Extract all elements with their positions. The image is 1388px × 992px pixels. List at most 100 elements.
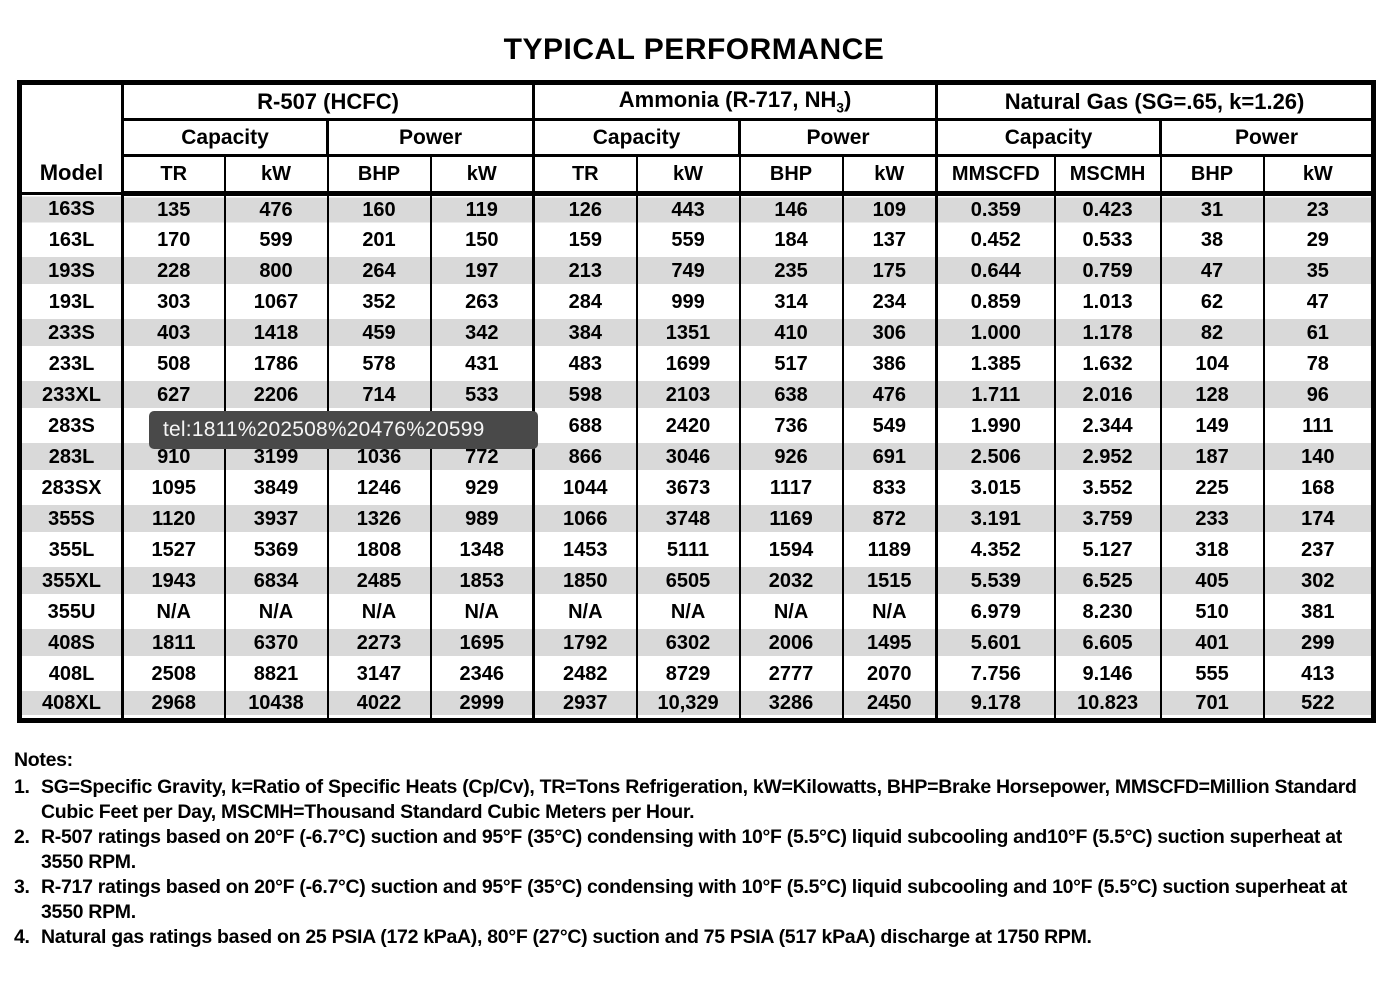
value-cell: 119 [429, 193, 534, 225]
table-row: 355U N/A N/A N/A N/A N/A N/A N/A N/A 6.979 8.230 51… [18, 596, 1374, 628]
value-cell: 800 [223, 255, 328, 287]
value-cell: 431 [429, 348, 534, 380]
subgroup-header-row: Capacity Power Capacity Power Capacity P… [20, 119, 1374, 157]
value-cell: 78 [1262, 348, 1374, 380]
value-cell: 2482 [532, 658, 637, 690]
value-cell: 1495 [841, 627, 937, 659]
model-cell: 355S [18, 503, 123, 535]
value-cell: 303 [121, 286, 225, 318]
value-cell: 0.423 [1053, 193, 1161, 225]
table-row: 193S 228 800 264 197 213 749 235 175 0.644 0.759 47… [18, 255, 1374, 287]
unit-header: BHP [326, 155, 431, 196]
value-cell: 833 [841, 472, 937, 504]
value-cell: 314 [738, 286, 843, 318]
value-cell: 1189 [841, 534, 937, 566]
unit-header: kW [841, 155, 937, 196]
value-cell: 1853 [429, 565, 534, 597]
value-cell: 2508 [121, 658, 225, 690]
value-cell: 149 [1159, 410, 1264, 442]
unit-header: BHP [738, 155, 843, 196]
group-header-r507: R-507 (HCFC) [120, 82, 534, 121]
value-cell: 197 [429, 255, 534, 287]
value-cell: N/A [429, 596, 534, 628]
value-cell: 5369 [223, 534, 328, 566]
value-cell: 168 [1262, 472, 1374, 504]
value-cell: 31 [1159, 193, 1264, 225]
value-cell: 459 [326, 317, 431, 349]
value-cell: 405 [1159, 565, 1264, 597]
value-cell: N/A [121, 596, 225, 628]
value-cell: 184 [738, 224, 843, 256]
value-cell: 2999 [429, 689, 534, 721]
table-row: 163S 135 476 160 119 126 443 146 109 0.359 0.423 31… [18, 193, 1374, 225]
value-cell: 0.452 [935, 224, 1055, 256]
value-cell: 104 [1159, 348, 1264, 380]
value-cell: 2.344 [1053, 410, 1161, 442]
value-cell: 29 [1262, 224, 1374, 256]
value-cell: 2206 [223, 379, 328, 411]
value-cell: 137 [841, 224, 937, 256]
value-cell: 225 [1159, 472, 1264, 504]
value-cell: 201 [326, 224, 431, 256]
subscript: 3 [836, 100, 844, 116]
value-cell: N/A [223, 596, 328, 628]
value-cell: 47 [1159, 255, 1264, 287]
value-cell: 342 [429, 317, 534, 349]
value-cell: 578 [326, 348, 431, 380]
note-text: R-717 ratings based on 20°F (-6.7°C) suc… [41, 876, 1348, 923]
model-cell: 355U [18, 596, 123, 628]
value-cell: 1811 [121, 627, 225, 659]
group-header-natural-gas: Natural Gas (SG=.65, k=1.26) [935, 82, 1374, 121]
value-cell: 7.756 [935, 658, 1055, 690]
table-row: 283SX 1095 3849 1246 929 1044 3673 1117 833 3.015… [18, 472, 1374, 504]
value-cell: 401 [1159, 627, 1264, 659]
value-cell: N/A [841, 596, 937, 628]
model-cell: 408S [18, 627, 123, 659]
unit-header: TR [532, 155, 637, 196]
group-label: Ammonia (R-717, NH [618, 87, 837, 113]
value-cell: 1246 [326, 472, 431, 504]
value-cell: 175 [841, 255, 937, 287]
value-cell: 302 [1262, 565, 1374, 597]
value-cell: 403 [121, 317, 225, 349]
performance-table: Model R-507 (HCFC) Ammonia (R-717, NH3) … [17, 80, 1377, 723]
model-cell: 355XL [18, 565, 123, 597]
value-cell: 3.759 [1053, 503, 1161, 535]
value-cell: 381 [1262, 596, 1374, 628]
value-cell: 3748 [635, 503, 740, 535]
value-cell: 233 [1159, 503, 1264, 535]
note-number: 4. [14, 926, 30, 948]
value-cell: 549 [841, 410, 937, 442]
value-cell: 8.230 [1053, 596, 1161, 628]
value-cell: 235 [738, 255, 843, 287]
value-cell: 413 [1262, 658, 1374, 690]
value-cell: 701 [1159, 689, 1264, 721]
value-cell: 111 [1262, 410, 1374, 442]
value-cell: 1792 [532, 627, 637, 659]
note-item: 3. R-717 ratings based on 20°F (-6.7°C) … [14, 875, 1374, 925]
value-cell: 2006 [738, 627, 843, 659]
value-cell: 1348 [429, 534, 534, 566]
unit-header: MMSCFD [935, 155, 1055, 196]
value-cell: 1453 [532, 534, 637, 566]
model-cell: 163S [18, 193, 123, 225]
value-cell: 3.015 [935, 472, 1055, 504]
value-cell: 1.013 [1053, 286, 1161, 318]
table-row: 233S 403 1418 459 342 384 1351 410 306 1.000 1.178… [18, 317, 1374, 349]
value-cell: 929 [429, 472, 534, 504]
value-cell: 1351 [635, 317, 740, 349]
value-cell: N/A [532, 596, 637, 628]
value-cell: 160 [326, 193, 431, 225]
value-cell: 237 [1262, 534, 1374, 566]
value-cell: 10.823 [1053, 689, 1161, 721]
value-cell: 1120 [121, 503, 225, 535]
value-cell: 96 [1262, 379, 1374, 411]
table-header: Model R-507 (HCFC) Ammonia (R-717, NH3) … [19, 82, 1374, 196]
value-cell: 128 [1159, 379, 1264, 411]
units-header-row: TR kW BHP kW TR kW BHP kW MMSCFD MSCMH B… [20, 155, 1374, 196]
note-item: 1. SG=Specific Gravity, k=Ratio of Speci… [14, 775, 1374, 825]
value-cell: 3937 [223, 503, 328, 535]
value-cell: 910 [121, 441, 225, 473]
value-cell: 1095 [121, 472, 225, 504]
value-cell: 559 [635, 224, 740, 256]
